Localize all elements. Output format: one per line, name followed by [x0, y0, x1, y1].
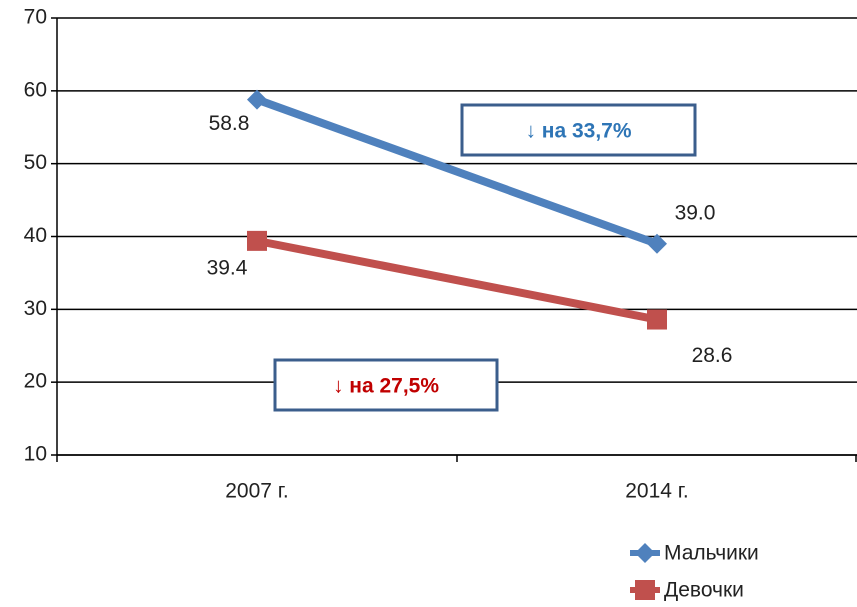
annotation-box [273, 358, 499, 412]
data-label: 28.6 [692, 344, 733, 367]
series-line [255, 95, 659, 248]
data-label: 39.4 [207, 256, 248, 279]
y-tick-label: 50 [24, 151, 47, 174]
annotation-box [460, 103, 697, 157]
y-tick-label: 40 [24, 224, 47, 247]
y-tick-label: 30 [24, 297, 47, 320]
y-tick-label: 10 [24, 443, 47, 466]
point-marker [647, 233, 667, 254]
point-marker [247, 89, 267, 110]
x-tick-label: 2014 г. [625, 480, 688, 503]
data-label: 58.8 [209, 112, 250, 135]
data-label: 39.0 [675, 201, 716, 224]
legend-label: Мальчики [664, 542, 759, 565]
annotation: ↓ на 33,7% [525, 120, 631, 143]
legend-marker [635, 543, 655, 563]
y-tick-label: 70 [24, 6, 47, 29]
x-tick-label: 2007 г. [225, 480, 288, 503]
y-tick-label: 20 [24, 370, 47, 393]
point-marker [247, 230, 267, 251]
legend-marker [635, 580, 655, 600]
annotation: ↓ на 27,5% [333, 375, 439, 398]
point-marker [647, 309, 667, 330]
series-line [256, 236, 658, 324]
y-tick-label: 60 [24, 78, 47, 101]
legend-label: Девочки [664, 579, 744, 602]
